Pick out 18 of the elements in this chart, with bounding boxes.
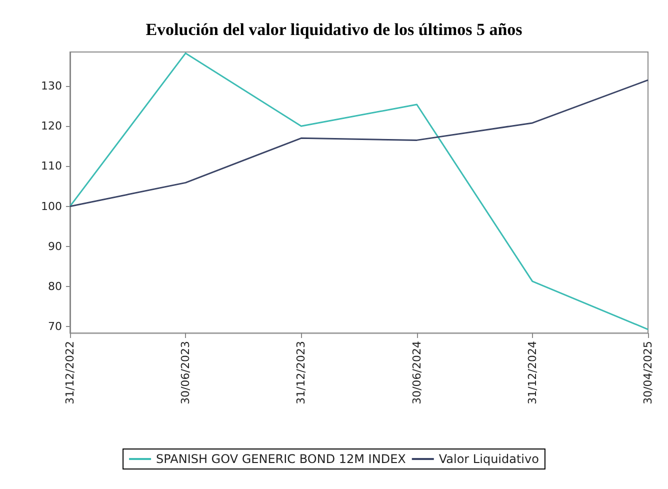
x-tick-label: 30/04/2025	[642, 341, 654, 404]
chart-title: Evolución del valor liquidativo de los últimos 5 años	[146, 20, 523, 39]
x-tick-label: 31/12/2023	[294, 341, 308, 404]
y-tick-label: 120	[41, 120, 62, 133]
x-tick-label: 30/06/2023	[179, 341, 192, 404]
legend-label: SPANISH GOV GENERIC BOND 12M INDEX	[156, 452, 406, 466]
line-series	[69, 52, 649, 330]
y-tick-label: 70	[48, 320, 62, 334]
y-tick-label: 130	[41, 80, 62, 93]
x-tick-label: 30/06/2024	[410, 341, 424, 404]
line-series	[69, 79, 649, 208]
y-tick-label: 110	[41, 160, 62, 173]
y-tick-label: 90	[48, 240, 62, 253]
x-tick-label: 31/12/2022	[64, 341, 76, 404]
x-tick-label: 31/12/2024	[526, 341, 539, 404]
legend-label: Valor Liquidativo	[438, 452, 539, 466]
y-tick-label: 100	[41, 200, 62, 213]
y-tick-label: 80	[48, 280, 62, 293]
